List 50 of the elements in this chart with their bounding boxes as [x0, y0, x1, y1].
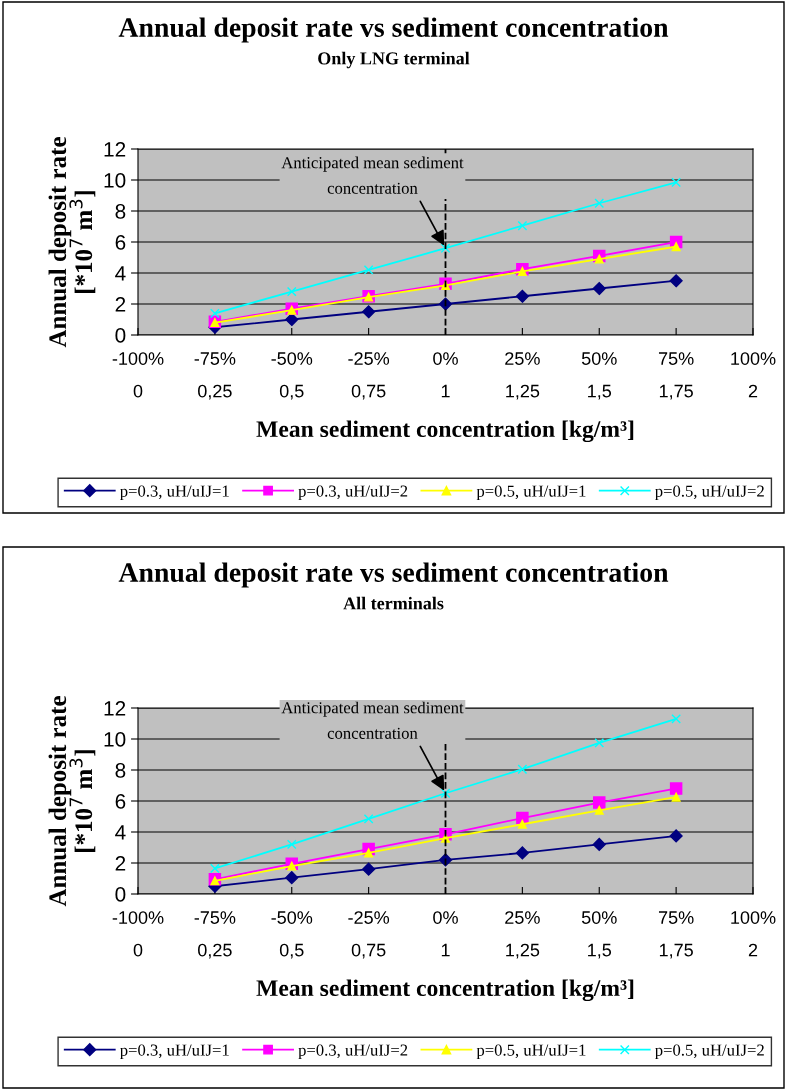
legend-label: p=0.3, uH/uIJ=1 — [120, 485, 229, 501]
legend-label: p=0.3, uH/uIJ=1 — [120, 1044, 229, 1060]
chart-subtitle: All terminals — [343, 596, 444, 610]
legend-label: p=0.3, uH/uIJ=2 — [298, 1044, 408, 1060]
y-tick-label: 12 — [104, 701, 126, 716]
x-tick-label: 0% 1 — [433, 352, 458, 398]
x-tick-label: -75% 0,25 — [194, 911, 236, 959]
y-tick-label: 4 — [115, 266, 126, 281]
legend-label: p=0.5, uH/uIJ=1 — [476, 1044, 586, 1060]
y-tick-label: 10 — [104, 732, 126, 747]
x-tick-label: -100% 0 — [112, 911, 164, 957]
x-tick-label: 100% 2 — [731, 352, 776, 398]
x-tick-label: 50% 1,5 — [581, 911, 617, 959]
legend-label: p=0.5, uH/uIJ=2 — [655, 1044, 764, 1060]
y-tick-label: 6 — [115, 794, 126, 809]
legend-label: p=0.5, uH/uIJ=1 — [476, 485, 586, 501]
x-axis-title: Mean sediment concentration [kg/m³] — [256, 420, 634, 443]
x-tick-label: 25% 1,25 — [505, 352, 540, 400]
x-tick-label: -25% 0,75 — [348, 352, 390, 400]
legend-label: p=0.3, uH/uIJ=2 — [298, 485, 408, 501]
x-tick-label: -25% 0,75 — [348, 911, 390, 959]
x-tick-label: 50% 1,5 — [581, 352, 617, 400]
x-tick-label: -75% 0,25 — [194, 352, 236, 400]
x-tick-label: -50% 0,5 — [271, 911, 313, 959]
y-tick-label: 0 — [115, 328, 126, 343]
x-tick-label: 75% 1,75 — [658, 911, 694, 959]
chart-title: Annual deposit rate vs sediment concentration — [118, 562, 669, 588]
y-axis-title: Annual deposit rate [*10$^{7}$ m$^{3}$] — [48, 696, 96, 907]
chart-title: Annual deposit rate vs sediment concentration — [118, 17, 669, 43]
y-tick-label: 4 — [115, 825, 126, 840]
x-tick-label: 0% 1 — [433, 911, 458, 957]
x-tick-label: -50% 0,5 — [271, 352, 313, 400]
annotation: Anticipated mean sediment concentration — [281, 156, 464, 194]
legend-label: p=0.5, uH/uIJ=2 — [655, 485, 764, 501]
y-tick-label: 8 — [115, 763, 126, 778]
chart-subtitle: Only LNG terminal — [318, 51, 470, 69]
x-tick-label: 100% 2 — [731, 911, 776, 957]
y-tick-label: 8 — [115, 204, 126, 219]
annotation: Anticipated mean sediment concentration — [281, 701, 464, 739]
y-tick-label: 10 — [104, 173, 126, 188]
y-tick-label: 2 — [115, 856, 126, 871]
x-tick-label: 25% 1,25 — [505, 911, 540, 959]
x-tick-label: 75% 1,75 — [658, 352, 694, 400]
y-tick-label: 0 — [115, 887, 126, 902]
y-tick-label: 2 — [115, 297, 126, 312]
y-tick-label: 6 — [115, 235, 126, 250]
y-tick-label: 12 — [104, 142, 126, 157]
x-tick-label: -100% 0 — [112, 352, 164, 398]
y-axis-title: Annual deposit rate [*10$^{7}$ m$^{3}$] — [48, 137, 96, 348]
x-axis-title: Mean sediment concentration [kg/m³] — [256, 979, 634, 1002]
